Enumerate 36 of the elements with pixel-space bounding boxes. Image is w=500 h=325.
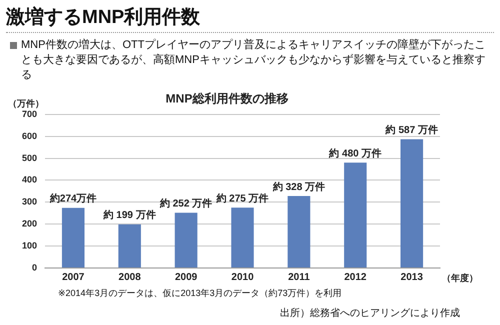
y-tick-label: 500 [22, 152, 38, 163]
bar [400, 139, 424, 268]
y-tick-label: 600 [22, 130, 38, 141]
data-label: 約 199 万件 [102, 209, 156, 222]
x-tick-label: 2011 [288, 272, 310, 283]
data-label: 約274万件 [48, 192, 97, 205]
bar [118, 224, 141, 268]
data-label: 約 328 万件 [272, 180, 326, 193]
x-tick-label: 2010 [231, 272, 254, 283]
bar [174, 212, 198, 268]
data-label: 約 252 万件 [158, 197, 212, 210]
y-tick-label: 300 [22, 196, 38, 207]
bar [288, 196, 310, 268]
y-tick-label: 0 [32, 262, 38, 272]
chart-title: 激増するMNP利用件数 [6, 5, 200, 30]
y-tick-label: 400 [22, 174, 38, 185]
bar [231, 208, 254, 268]
data-label: 約 275 万件 [215, 192, 269, 204]
x-tick-label: 2009 [174, 272, 198, 283]
x-tick-label: 2013 [400, 272, 424, 283]
bar [62, 208, 85, 268]
x-tick-label: 2012 [344, 272, 367, 283]
text: ※2014年3月のデータは、仮に2013年3月のデータ（約73万件）を利用 [58, 287, 342, 300]
x-tick-label: 2008 [118, 272, 142, 283]
bar [344, 162, 367, 268]
chart-subtitle: MNP総利用件数の推移 [166, 92, 288, 106]
x-axis-title: （年度） [442, 272, 478, 283]
data-label: 約 480 万件 [328, 147, 382, 160]
x-tick-label: 2007 [62, 272, 85, 283]
text: 出所）総務省へのヒアリングにより作成 [280, 306, 460, 320]
text: MNP件数の増大は、OTTプレイヤーのアプリ普及によるキャリアスイッチの障壁が下がったことも大きな要因であるが、高額MNPキャッシュバックも少なからず影響を与えていると推察する [21, 38, 486, 83]
y-tick-label: 700 [22, 108, 38, 119]
y-tick-label: 100 [22, 240, 38, 251]
data-label: 約 587 万件 [384, 124, 438, 136]
y-tick-label: 200 [22, 218, 38, 229]
y-axis-title: （万件） [8, 98, 44, 108]
